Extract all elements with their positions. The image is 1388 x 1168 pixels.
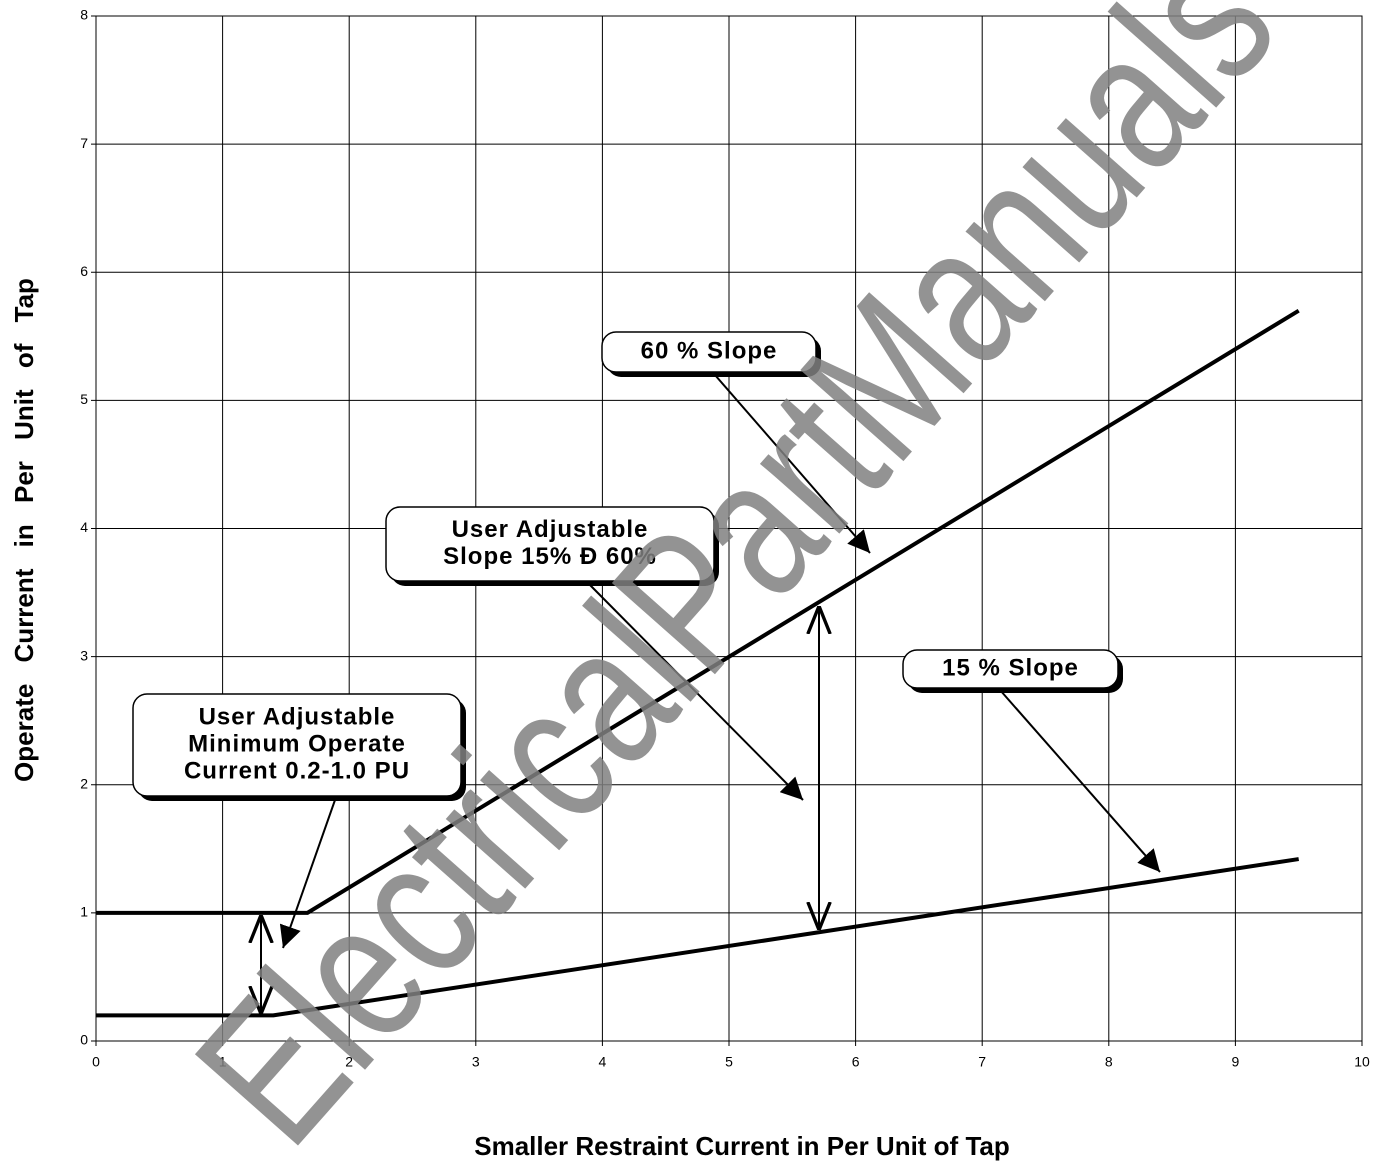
x-tick-label: 2	[345, 1054, 353, 1070]
y-tick-label: 4	[80, 519, 88, 535]
watermark: ElectricalPartManuals	[155, 0, 1316, 1168]
series-line	[96, 857, 1300, 1018]
x-tick-label: 10	[1354, 1054, 1370, 1070]
y-tick-label: 8	[80, 7, 88, 23]
x-tick-label: 4	[599, 1054, 607, 1070]
annotation-arrow	[589, 584, 804, 801]
y-tick-label: 5	[80, 391, 88, 407]
y-tick-label: 3	[80, 647, 88, 663]
annotation-text: 60 % Slope	[641, 337, 778, 364]
y-tick-label: 2	[80, 775, 88, 791]
annotation-arrow	[279, 799, 336, 949]
annotation-text: Slope 15% Ð 60%	[443, 543, 657, 570]
annotation-arrow	[999, 689, 1161, 873]
x-tick-label: 3	[472, 1054, 480, 1070]
annotation-text: 15 % Slope	[942, 654, 1079, 681]
x-tick-label: 8	[1105, 1054, 1113, 1070]
annotation-text: Current 0.2-1.0 PU	[184, 757, 410, 784]
annotation-text: Minimum Operate	[188, 730, 406, 757]
y-axis-label: Operate Current in Per Unit of Tap	[9, 278, 39, 782]
x-tick-label: 5	[725, 1054, 733, 1070]
x-tick-label: 1	[219, 1054, 227, 1070]
annotation-box	[132, 693, 462, 797]
y-tick-label: 7	[80, 135, 88, 151]
y-tick-label: 0	[80, 1032, 88, 1048]
x-tick-label: 0	[92, 1054, 100, 1070]
annotation-box	[902, 649, 1119, 689]
x-tick-label: 7	[978, 1054, 986, 1070]
annotation-box	[601, 331, 817, 373]
x-tick-label: 6	[852, 1054, 860, 1070]
y-tick-label: 6	[80, 263, 88, 279]
annotation-text: User Adjustable	[199, 703, 396, 730]
x-axis-label: Smaller Restraint Current in Per Unit of…	[474, 1131, 1010, 1161]
x-tick-label: 9	[1232, 1054, 1240, 1070]
annotation-box	[385, 506, 715, 582]
series-line	[96, 308, 1300, 915]
annotation-arrow	[714, 374, 871, 554]
y-tick-label: 1	[80, 904, 88, 920]
annotation-text: User Adjustable	[452, 516, 649, 543]
